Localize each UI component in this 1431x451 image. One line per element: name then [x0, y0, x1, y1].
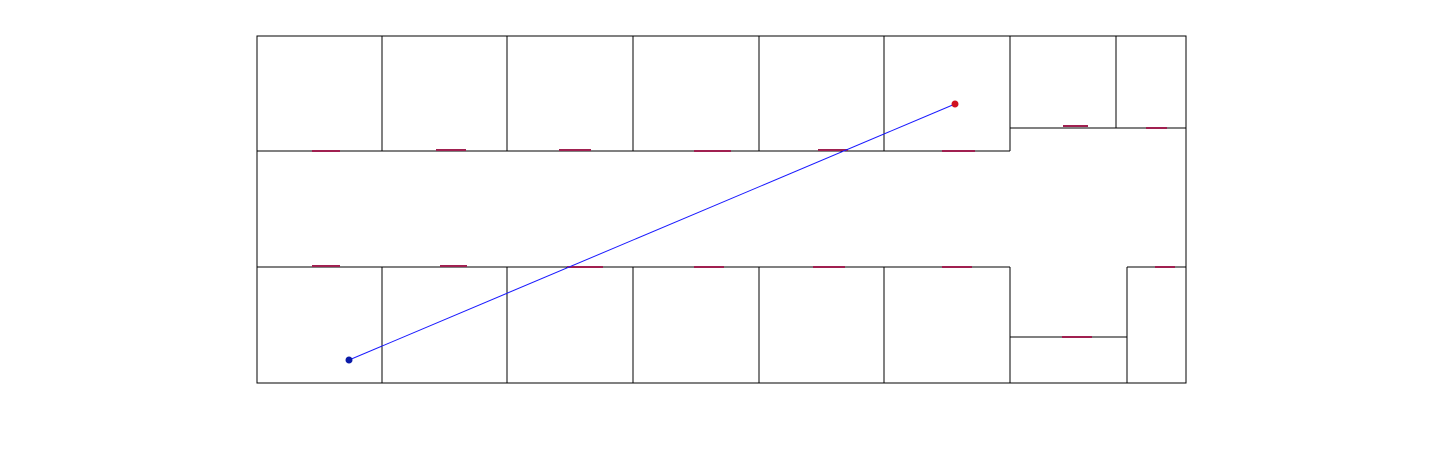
walls — [256, 35, 1187, 384]
route-line — [348, 103, 956, 361]
start-point — [345, 356, 353, 364]
doors — [312, 125, 1175, 338]
end-point — [951, 100, 959, 108]
route — [345, 100, 959, 364]
outer-boundary — [256, 35, 1187, 384]
